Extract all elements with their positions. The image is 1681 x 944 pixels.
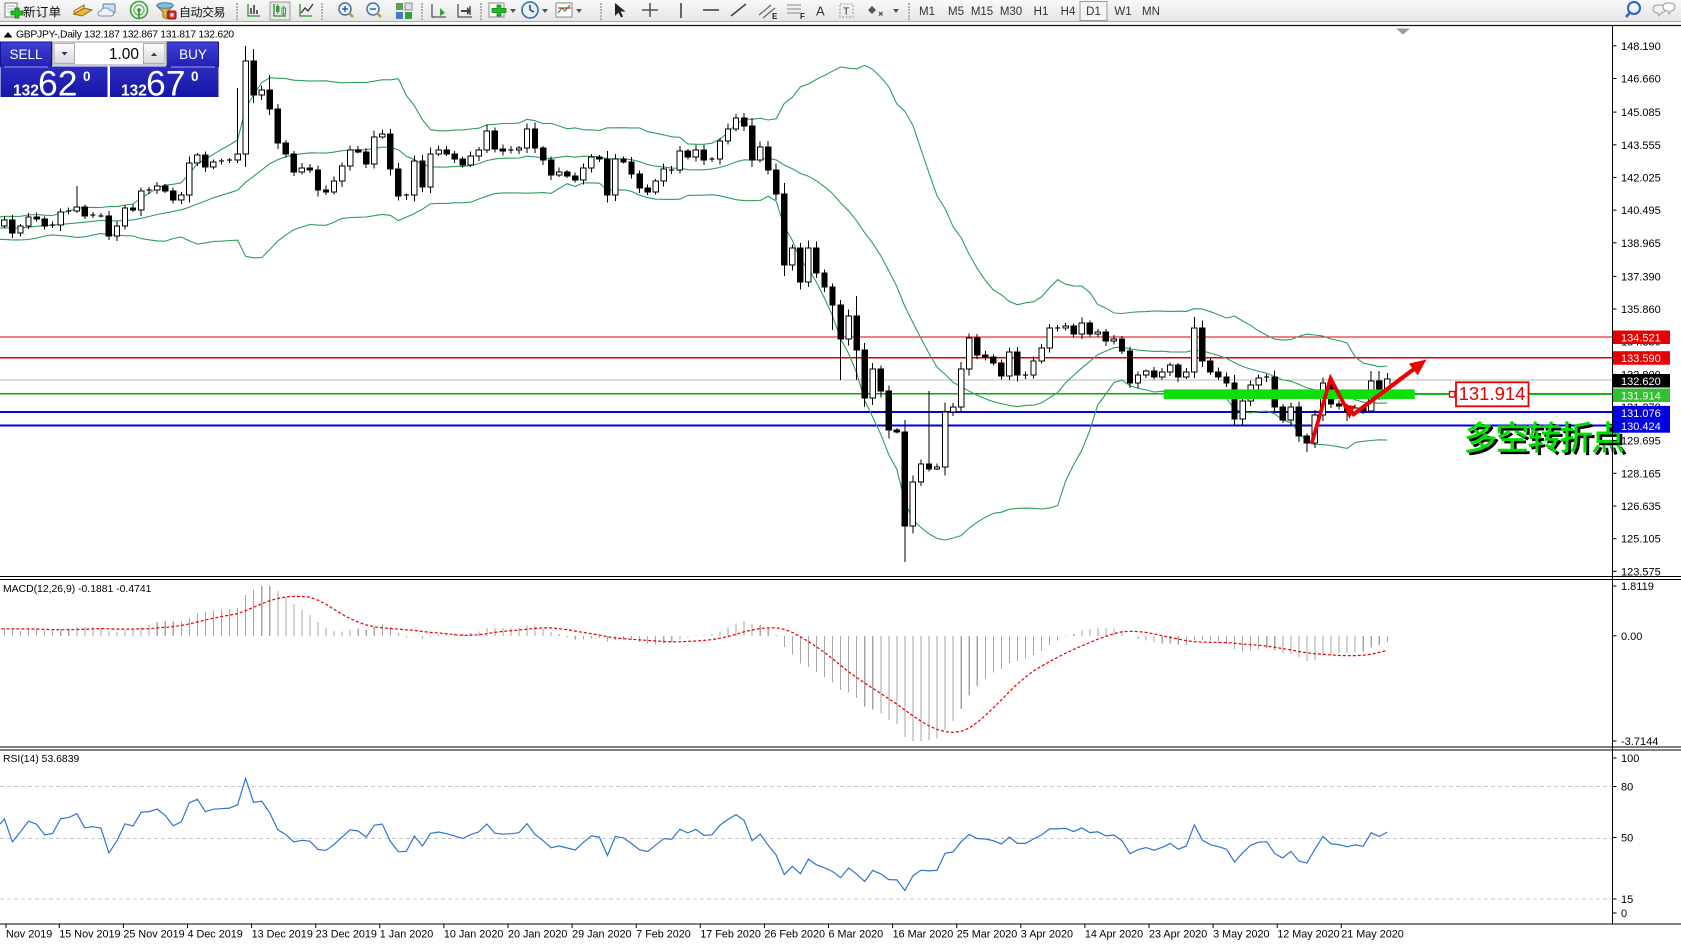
svg-text:126.635: 126.635 [1621, 501, 1661, 513]
svg-text:138.965: 138.965 [1621, 238, 1661, 250]
svg-text:MACD(12,26,9) -0.1881 -0.4741: MACD(12,26,9) -0.1881 -0.4741 [3, 584, 152, 595]
svg-text:M1: M1 [919, 6, 935, 18]
svg-text:4 Dec 2019: 4 Dec 2019 [188, 929, 243, 941]
svg-text:Nov 2019: Nov 2019 [6, 929, 52, 941]
svg-text:10 Jan 2020: 10 Jan 2020 [444, 929, 503, 941]
svg-text:7 Feb 2020: 7 Feb 2020 [636, 929, 691, 941]
svg-text:20 Jan 2020: 20 Jan 2020 [508, 929, 567, 941]
svg-text:50: 50 [1621, 833, 1633, 845]
svg-text:0: 0 [191, 69, 199, 84]
svg-text:H1: H1 [1034, 6, 1049, 18]
svg-text:133.590: 133.590 [1621, 353, 1661, 365]
svg-text:16 Mar 2020: 16 Mar 2020 [893, 929, 954, 941]
svg-text:13 Dec 2019: 13 Dec 2019 [252, 929, 313, 941]
svg-text:15 Nov 2019: 15 Nov 2019 [59, 929, 120, 941]
svg-text:W1: W1 [1114, 6, 1131, 18]
svg-text:D1: D1 [1086, 6, 1101, 18]
svg-text:148.190: 148.190 [1621, 41, 1661, 53]
svg-text:T: T [843, 6, 850, 18]
svg-text:67: 67 [146, 64, 186, 104]
svg-text:137.390: 137.390 [1621, 271, 1661, 283]
svg-text:1.8119: 1.8119 [1621, 581, 1654, 593]
svg-text:132: 132 [13, 83, 39, 100]
svg-text:BUY: BUY [179, 47, 207, 62]
svg-text:23 Apr 2020: 23 Apr 2020 [1149, 929, 1207, 941]
svg-text:100: 100 [1621, 753, 1639, 765]
svg-text:3 Apr 2020: 3 Apr 2020 [1021, 929, 1073, 941]
svg-text:GBPJPY-,Daily 132.187 132.867: GBPJPY-,Daily 132.187 132.867 131.817 13… [16, 30, 234, 41]
svg-text:140.495: 140.495 [1621, 205, 1661, 217]
svg-text:125.105: 125.105 [1621, 534, 1661, 546]
svg-text:M30: M30 [1000, 6, 1022, 18]
svg-text:21 May 2020: 21 May 2020 [1341, 929, 1403, 941]
svg-text:25 Nov 2019: 25 Nov 2019 [123, 929, 184, 941]
svg-text:A: A [816, 4, 825, 19]
svg-text:3 May 2020: 3 May 2020 [1213, 929, 1269, 941]
svg-text:17 Feb 2020: 17 Feb 2020 [700, 929, 761, 941]
svg-text:131.914: 131.914 [1621, 391, 1661, 403]
svg-text:15: 15 [1621, 894, 1633, 906]
svg-text:E: E [772, 12, 778, 21]
svg-text:132.620: 132.620 [1621, 376, 1661, 388]
svg-text:M5: M5 [948, 6, 964, 18]
svg-text:0: 0 [1621, 908, 1627, 920]
svg-text:14 Apr 2020: 14 Apr 2020 [1085, 929, 1143, 941]
svg-text:62: 62 [38, 64, 78, 104]
svg-text:135.860: 135.860 [1621, 304, 1661, 316]
svg-text:12 May 2020: 12 May 2020 [1277, 929, 1339, 941]
svg-text:1 Jan 2020: 1 Jan 2020 [380, 929, 433, 941]
svg-text:29 Jan 2020: 29 Jan 2020 [572, 929, 631, 941]
svg-text:25 Mar 2020: 25 Mar 2020 [957, 929, 1018, 941]
svg-text:145.085: 145.085 [1621, 107, 1661, 119]
svg-text:1.00: 1.00 [109, 46, 140, 63]
svg-text:6 Mar 2020: 6 Mar 2020 [829, 929, 884, 941]
svg-text:132: 132 [121, 83, 147, 100]
svg-text:146.660: 146.660 [1621, 74, 1661, 86]
svg-text:80: 80 [1621, 782, 1633, 794]
svg-text:RSI(14) 53.6839: RSI(14) 53.6839 [3, 754, 79, 765]
svg-text:0: 0 [83, 69, 91, 84]
svg-text:129.695: 129.695 [1621, 436, 1661, 448]
svg-text:MN: MN [1142, 6, 1160, 18]
svg-text:26 Feb 2020: 26 Feb 2020 [764, 929, 825, 941]
svg-text:128.165: 128.165 [1621, 468, 1661, 480]
svg-text:134.521: 134.521 [1621, 333, 1661, 345]
svg-text:0.00: 0.00 [1621, 631, 1642, 643]
svg-text:130.424: 130.424 [1621, 421, 1661, 433]
svg-text:123.575: 123.575 [1621, 566, 1661, 578]
svg-text:M15: M15 [971, 6, 993, 18]
svg-text:23 Dec 2019: 23 Dec 2019 [316, 929, 377, 941]
svg-text:SELL: SELL [9, 47, 43, 62]
svg-text:131.914: 131.914 [1459, 383, 1526, 404]
svg-text:131.076: 131.076 [1621, 408, 1661, 420]
svg-text:143.555: 143.555 [1621, 140, 1661, 152]
svg-text:-3.7144: -3.7144 [1621, 736, 1658, 748]
svg-text:H4: H4 [1061, 6, 1076, 18]
svg-text:F: F [800, 12, 805, 21]
svg-text:142.025: 142.025 [1621, 172, 1661, 184]
